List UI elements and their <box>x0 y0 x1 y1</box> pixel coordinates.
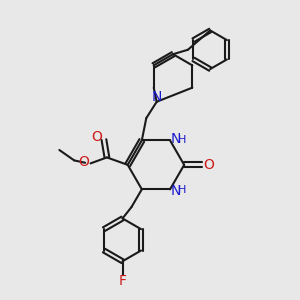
Text: H: H <box>178 135 187 145</box>
Text: N: N <box>170 184 181 198</box>
Text: O: O <box>79 155 89 169</box>
Text: O: O <box>91 130 102 144</box>
Text: N: N <box>170 132 181 146</box>
Text: F: F <box>118 274 127 288</box>
Text: H: H <box>178 185 187 195</box>
Text: O: O <box>203 158 214 172</box>
Text: N: N <box>152 90 163 104</box>
